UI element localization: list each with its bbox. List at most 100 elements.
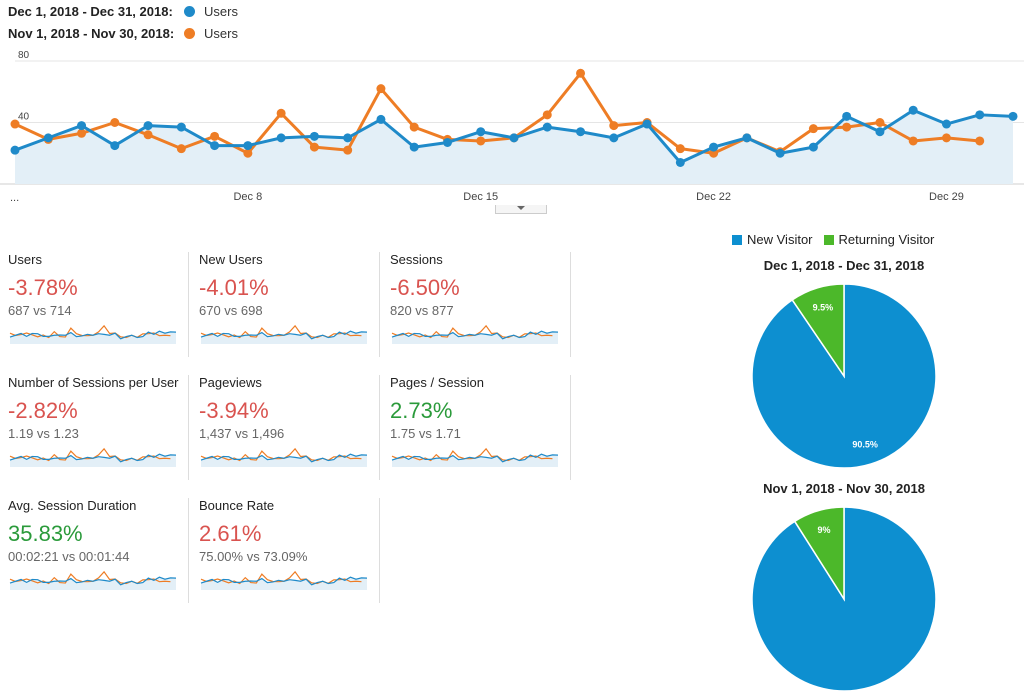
new-visitor-label: 90.5% (852, 440, 878, 450)
metric-comparison: 1.75 vs 1.71 (390, 426, 461, 441)
legend-current-metric[interactable]: Users (204, 4, 238, 19)
returning-visitor-label: 9% (817, 525, 830, 535)
current-users-point (609, 133, 619, 143)
returning-visitor-label: 9.5% (813, 302, 834, 312)
sparkline-current (391, 453, 559, 463)
metric-sparkline (9, 324, 177, 344)
current-users-point (908, 105, 918, 115)
users-line-chart[interactable]: 80 40... Dec 8 Dec 15 Dec 22 Dec 29 (0, 46, 1024, 216)
sparkline-current (9, 330, 177, 340)
previous-users-point (343, 145, 353, 155)
current-users-point (442, 137, 452, 147)
x-tick-label: Dec 15 (463, 191, 498, 203)
legend-previous-metric[interactable]: Users (204, 26, 238, 41)
metric-label: Bounce Rate (199, 498, 275, 513)
metric-tile[interactable]: Pageviews -3.94% 1,437 vs 1,496 (199, 375, 380, 480)
metric-tile[interactable]: Pages / Session 2.73% 1.75 vs 1.71 (390, 375, 571, 480)
sparkline-current (200, 576, 368, 586)
y-tick-label: 40 (18, 112, 30, 123)
sparkline-previous (200, 447, 362, 462)
legend-previous-dot (184, 28, 195, 39)
visitor-pie-current[interactable]: 90.5% 9.5% (744, 276, 944, 476)
legend-current: Dec 1, 2018 - Dec 31, 2018: Users (8, 4, 238, 19)
current-users-point (343, 133, 353, 143)
sparkline-area (392, 454, 558, 467)
metric-label: New Users (199, 252, 263, 267)
sparkline-current (391, 330, 559, 340)
metric-tile[interactable]: Avg. Session Duration 35.83% 00:02:21 vs 0… (8, 498, 189, 603)
current-users-point (10, 145, 20, 155)
current-users-point (110, 141, 120, 151)
current-users-point (775, 148, 785, 158)
metric-tile[interactable]: Number of Sessions per User -2.82% 1.19 vs… (8, 375, 189, 480)
previous-users-point (842, 122, 852, 132)
current-users-point (409, 142, 419, 152)
sparkline-area (201, 331, 367, 344)
sparkline-area (10, 454, 176, 467)
visitor-pie-previous[interactable]: 9% (744, 499, 944, 699)
sparkline-previous (200, 324, 362, 339)
metric-comparison: 687 vs 714 (8, 303, 72, 318)
metric-change: -6.50% (390, 275, 460, 300)
pie-title-previous: Nov 1, 2018 - Nov 30, 2018 (763, 481, 925, 496)
sparkline-previous (9, 570, 171, 585)
metric-sparkline (9, 570, 177, 590)
x-tick-label: Dec 22 (696, 191, 731, 203)
returning-visitor-swatch (823, 234, 834, 245)
sparkline-previous (9, 447, 171, 462)
metric-label: Users (8, 252, 42, 267)
current-users-point (1008, 111, 1018, 121)
previous-users-point (675, 144, 685, 154)
current-users-point (975, 110, 985, 120)
previous-users-point (808, 124, 818, 134)
sparkline-current (200, 330, 368, 340)
x-tick-label: Dec 8 (233, 191, 262, 203)
metric-change: -2.82% (8, 398, 78, 423)
current-users-point (210, 141, 220, 151)
metric-label: Sessions (390, 252, 443, 267)
metric-sparkline (9, 447, 177, 467)
previous-users-point (276, 108, 286, 118)
pie-legend: New Visitor Returning Visitor (732, 232, 934, 247)
previous-users-point (409, 122, 419, 132)
legend-previous-range: Nov 1, 2018 - Nov 30, 2018: (8, 26, 175, 41)
sparkline-current (200, 453, 368, 463)
metric-tile[interactable]: New Users -4.01% 670 vs 698 (199, 252, 380, 357)
metric-comparison: 00:02:21 vs 00:01:44 (8, 549, 130, 564)
previous-users-point (542, 110, 552, 120)
metric-label: Pages / Session (390, 375, 484, 390)
current-users-point (509, 133, 519, 143)
current-users-point (941, 119, 951, 129)
current-users-point (43, 133, 53, 143)
metric-tile[interactable]: Bounce Rate 2.61% 75.00% vs 73.09% (199, 498, 380, 603)
metric-tile[interactable]: Sessions -6.50% 820 vs 877 (390, 252, 571, 357)
returning-visitor-slice (793, 506, 845, 602)
sparkline-area (10, 577, 176, 590)
pie-legend-new[interactable]: New Visitor (747, 232, 813, 247)
previous-users-point (941, 133, 951, 143)
metric-sparkline (391, 324, 559, 344)
pie-legend-returning[interactable]: Returning Visitor (838, 232, 935, 247)
returning-visitor-slice (791, 283, 845, 379)
sparkline-area (10, 331, 176, 344)
legend-current-dot (184, 6, 195, 17)
previous-users-point (476, 136, 486, 146)
current-users-point (243, 141, 253, 151)
metric-sparkline (200, 324, 368, 344)
metric-change: -4.01% (199, 275, 269, 300)
current-users-point (376, 114, 386, 124)
metric-sparkline (200, 447, 368, 467)
previous-users-point (10, 119, 20, 129)
current-users-point (742, 133, 752, 143)
metric-tile[interactable]: Users -3.78% 687 vs 714 (8, 252, 189, 357)
previous-users-point (176, 144, 186, 154)
previous-users-point (143, 130, 153, 140)
current-users-point (675, 157, 685, 167)
sparkline-previous (9, 324, 171, 339)
metric-label: Avg. Session Duration (8, 498, 137, 513)
previous-users-line (14, 71, 980, 155)
metric-change: -3.78% (8, 275, 78, 300)
metric-change: 2.61% (199, 521, 262, 546)
chevron-down-icon (517, 206, 525, 210)
collapse-chart-button[interactable] (495, 205, 547, 214)
